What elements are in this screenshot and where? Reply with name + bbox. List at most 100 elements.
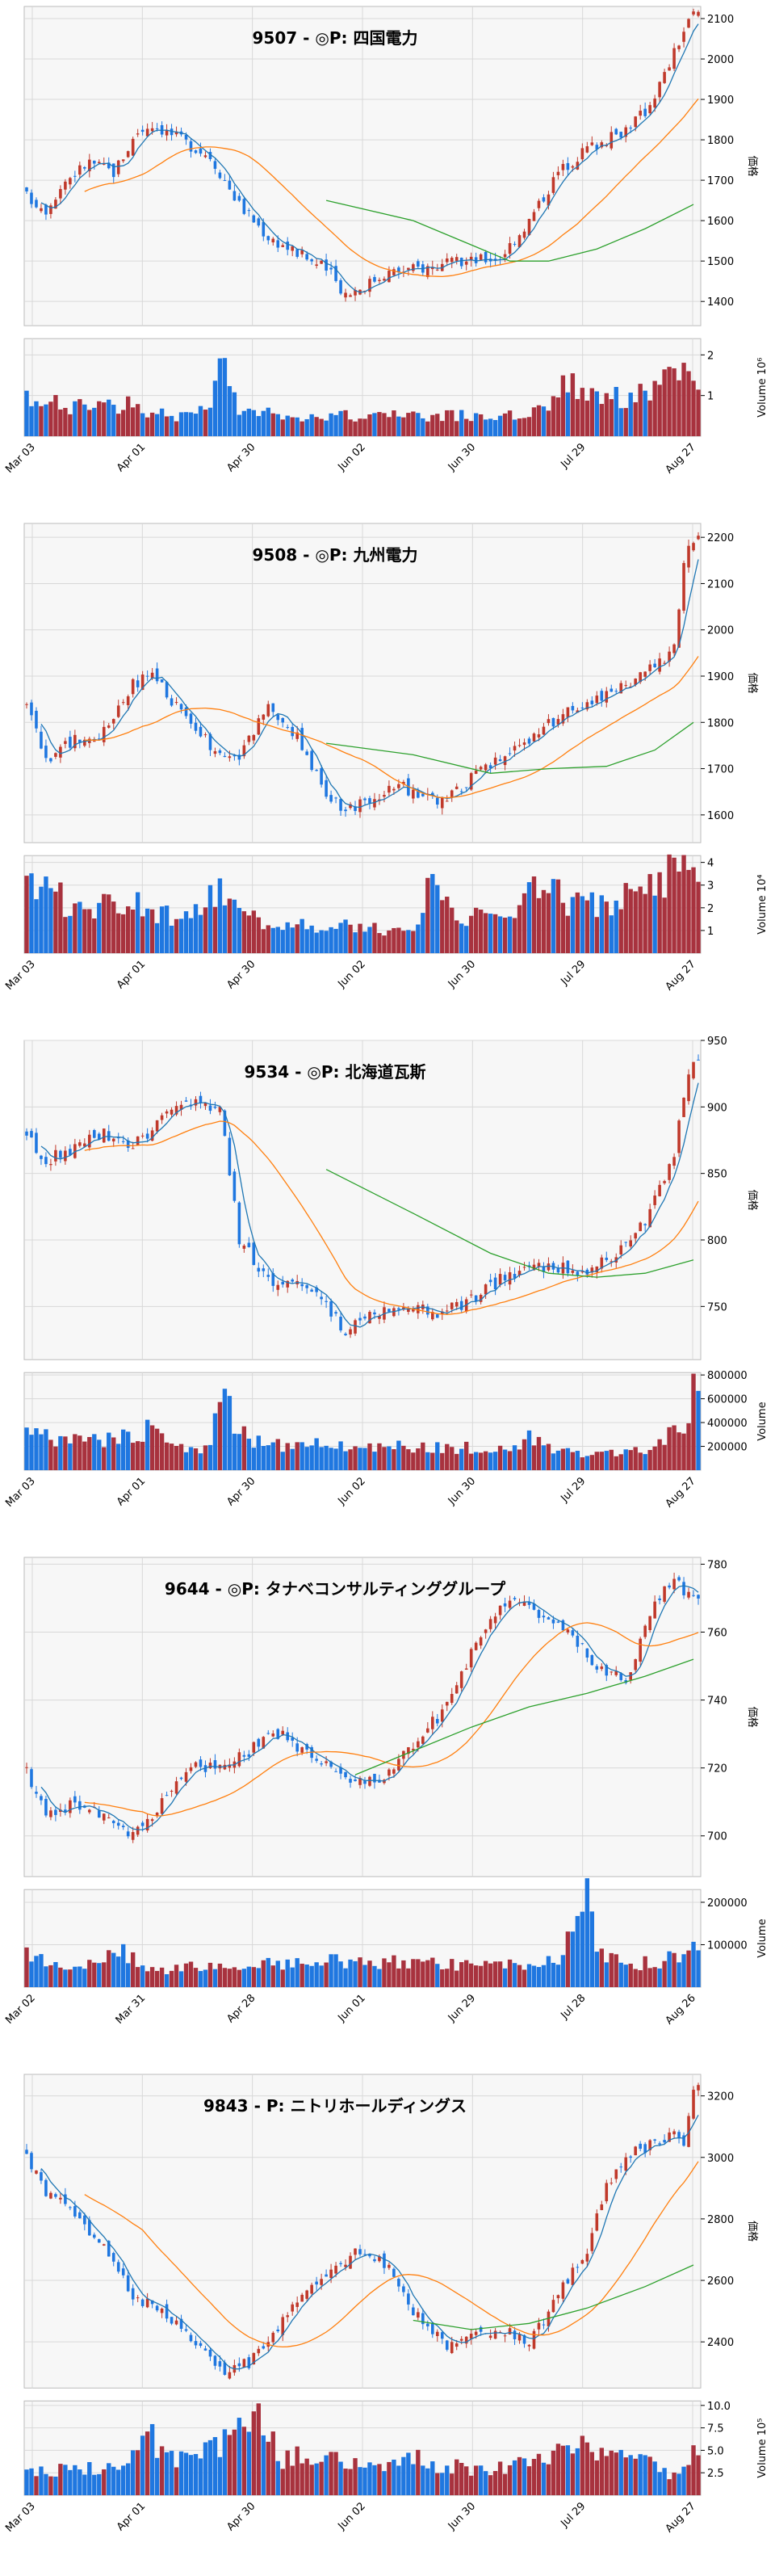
volume-bar <box>440 1969 445 1987</box>
volume-bar <box>362 1965 367 1987</box>
volume-bar <box>87 2461 92 2495</box>
candle-body <box>407 2293 410 2305</box>
volume-bar <box>401 931 406 953</box>
candle-body <box>310 750 313 771</box>
volume-bar <box>421 2465 425 2495</box>
candle-body <box>532 1264 536 1271</box>
volume-bar <box>154 1970 160 1987</box>
candle-body <box>368 1312 371 1324</box>
candle-body <box>165 2304 169 2319</box>
candle-body <box>140 674 145 691</box>
volume-bar <box>430 414 435 436</box>
candle-body <box>111 2253 115 2262</box>
candle-body <box>54 200 57 209</box>
candle-body <box>30 192 33 204</box>
candle-body <box>634 679 637 685</box>
volume-bar <box>169 415 174 436</box>
candle-body <box>140 1135 145 1137</box>
candle-body <box>600 691 604 701</box>
candle-body <box>580 2259 584 2264</box>
volume-bar <box>130 909 136 953</box>
volume-bar <box>121 1944 126 1987</box>
volume-bar <box>300 421 304 436</box>
volume-bar <box>667 367 672 436</box>
volume-bar <box>421 1442 425 1470</box>
candle-body <box>266 236 270 241</box>
volume-bar <box>82 404 87 436</box>
volume-bar <box>39 1954 44 1987</box>
candle-body <box>629 2156 633 2158</box>
candle-body <box>542 197 546 202</box>
volume-bar <box>73 903 78 953</box>
volume-bar <box>367 927 372 953</box>
x-tick-label: Jun 30 <box>446 1475 478 1507</box>
volume-bar <box>367 2462 372 2495</box>
volume-bar <box>589 2452 595 2495</box>
price-tick-label: 2000 <box>707 54 734 66</box>
candle-body <box>252 734 256 741</box>
candle-body <box>35 2170 38 2174</box>
candle-body <box>35 1133 38 1154</box>
volume-bar <box>372 2465 377 2495</box>
candle-body <box>174 131 178 135</box>
volume-bar <box>643 2455 647 2495</box>
volume-bar <box>362 931 367 953</box>
candle-body <box>687 545 690 568</box>
price-tick-label: 3200 <box>707 2091 734 2103</box>
volume-bar <box>463 1960 469 1987</box>
volume-bar <box>618 408 623 436</box>
candle-body <box>92 2234 96 2238</box>
volume-bar <box>246 915 252 953</box>
volume-bar <box>246 1966 252 1987</box>
volume-bar <box>445 1443 450 1470</box>
volume-bar <box>183 911 189 953</box>
volume-bar <box>478 1965 484 1987</box>
candle-body <box>329 267 333 270</box>
candle-body <box>571 705 575 711</box>
volume-bar <box>232 1433 237 1470</box>
candle-body <box>184 134 188 140</box>
volume-bar <box>647 400 652 436</box>
candle-body <box>44 1157 48 1165</box>
volume-bar <box>560 2445 566 2495</box>
candle-body <box>503 254 507 258</box>
volume-bar <box>643 1454 647 1470</box>
candle-body <box>218 750 222 754</box>
volume-bar <box>78 2469 82 2495</box>
candle-body <box>610 688 614 692</box>
volume-bar <box>178 2451 184 2495</box>
candle-body <box>344 2264 347 2267</box>
candle-body <box>349 1329 352 1335</box>
volume-bar <box>580 1457 585 1470</box>
volume-bar <box>183 1963 189 1987</box>
candle-body <box>397 1759 400 1771</box>
candle-body <box>566 707 570 718</box>
volume-bar <box>149 1425 155 1470</box>
candle-body <box>388 1769 391 1776</box>
candle-body <box>291 726 295 737</box>
candle-body <box>315 2281 318 2285</box>
candle-body <box>566 1629 570 1633</box>
volume-bar <box>677 1962 681 1987</box>
volume-bar <box>570 373 576 436</box>
volume-bar <box>512 918 517 953</box>
candle-body <box>242 2359 246 2368</box>
volume-bar <box>662 2468 667 2495</box>
candle-body <box>517 1271 522 1275</box>
volume-bar <box>183 1452 189 1470</box>
candle-body <box>247 1242 251 1247</box>
candle-body <box>383 2253 386 2268</box>
volume-bar <box>541 406 547 436</box>
volume-bar <box>324 420 329 436</box>
volume-bar <box>589 388 595 436</box>
candle-body <box>213 1760 217 1769</box>
volume-bar <box>483 1960 488 1987</box>
candle-body <box>677 609 681 648</box>
volume-bar <box>97 1963 102 1987</box>
candle-body <box>527 1602 531 1605</box>
candle-body <box>658 2143 661 2145</box>
candle-body <box>556 1267 560 1273</box>
volume-bar <box>531 1445 537 1470</box>
volume-bar <box>227 898 232 953</box>
candle-body <box>517 235 522 248</box>
